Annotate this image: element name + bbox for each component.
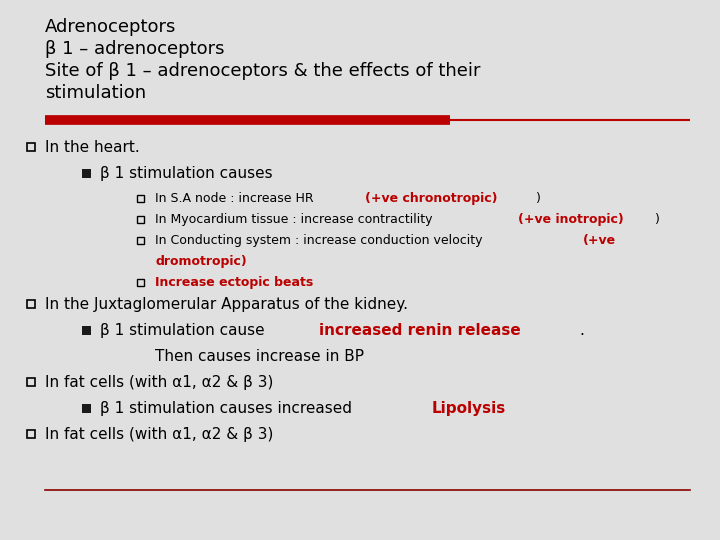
Text: .: . — [579, 323, 584, 338]
Text: In fat cells (with α1, α2 & β 3): In fat cells (with α1, α2 & β 3) — [45, 427, 274, 442]
Bar — [137, 279, 144, 286]
Text: (+ve: (+ve — [582, 234, 616, 247]
Bar — [137, 195, 144, 202]
Bar — [82, 326, 91, 335]
Text: ): ) — [654, 213, 660, 226]
Text: Then causes increase in BP: Then causes increase in BP — [155, 349, 364, 364]
Text: β 1 stimulation cause: β 1 stimulation cause — [100, 323, 269, 338]
Text: In the heart.: In the heart. — [45, 140, 140, 155]
Bar — [137, 237, 144, 244]
Text: increased renin release: increased renin release — [319, 323, 521, 338]
Text: In Conducting system : increase conduction velocity: In Conducting system : increase conducti… — [155, 234, 487, 247]
Text: (+ve chronotropic): (+ve chronotropic) — [365, 192, 498, 205]
Text: (+ve inotropic): (+ve inotropic) — [518, 213, 624, 226]
Text: In Myocardium tissue : increase contractility: In Myocardium tissue : increase contract… — [155, 213, 436, 226]
Bar — [82, 169, 91, 178]
Text: ): ) — [536, 192, 541, 205]
Text: β 1 – adrenoceptors: β 1 – adrenoceptors — [45, 40, 225, 58]
Text: stimulation: stimulation — [45, 84, 146, 102]
Bar — [27, 300, 35, 308]
Text: In fat cells (with α1, α2 & β 3): In fat cells (with α1, α2 & β 3) — [45, 375, 274, 390]
Text: In S.A node : increase HR: In S.A node : increase HR — [155, 192, 318, 205]
Text: Site of β 1 – adrenoceptors & the effects of their: Site of β 1 – adrenoceptors & the effect… — [45, 62, 480, 80]
Text: Lipolysis: Lipolysis — [431, 401, 505, 416]
Bar — [82, 404, 91, 413]
Text: β 1 stimulation causes: β 1 stimulation causes — [100, 166, 273, 181]
Text: In the Juxtaglomerular Apparatus of the kidney.: In the Juxtaglomerular Apparatus of the … — [45, 297, 408, 312]
Bar — [137, 216, 144, 223]
Text: Adrenoceptors: Adrenoceptors — [45, 18, 176, 36]
Bar — [27, 430, 35, 438]
Text: Increase ectopic beats: Increase ectopic beats — [155, 276, 313, 289]
Text: β 1 stimulation causes increased: β 1 stimulation causes increased — [100, 401, 357, 416]
Bar — [27, 143, 35, 151]
Bar — [27, 378, 35, 386]
Text: dromotropic): dromotropic) — [155, 255, 247, 268]
